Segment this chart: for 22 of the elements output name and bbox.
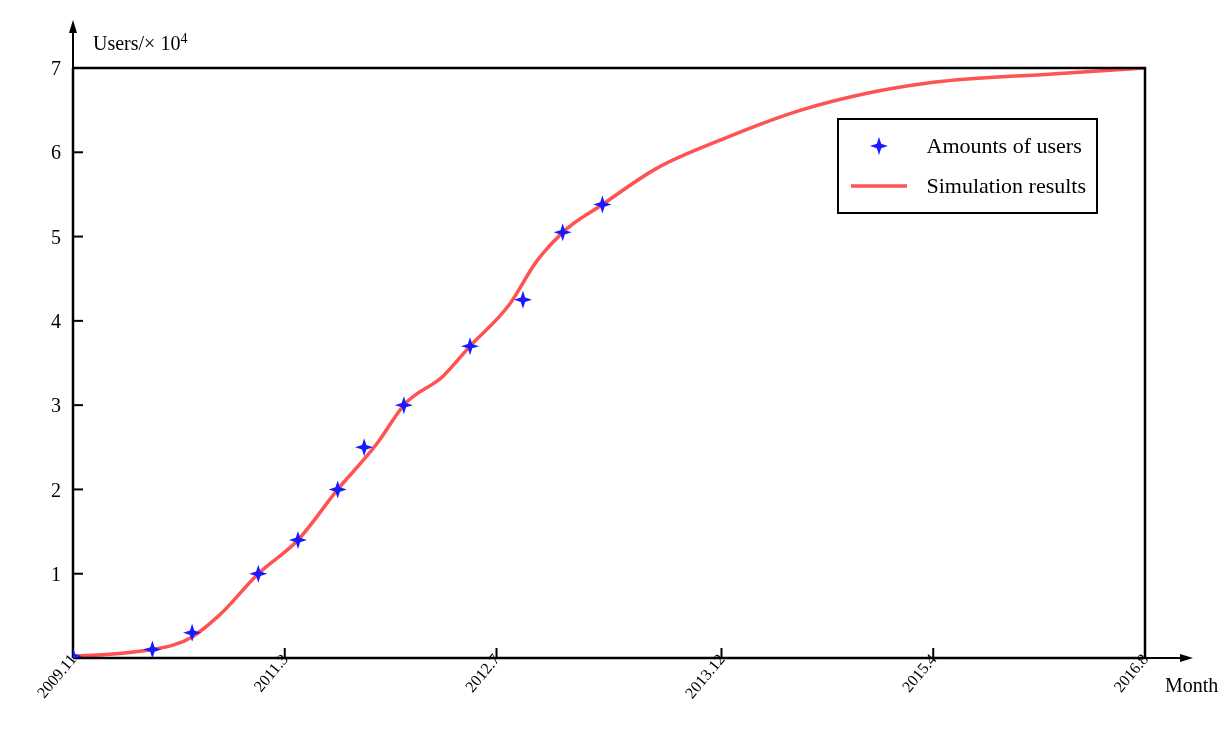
y-tick-label: 6 [51, 141, 61, 164]
y-tick-label: 3 [51, 394, 61, 417]
point [183, 623, 202, 642]
point [593, 195, 612, 214]
point [394, 396, 413, 415]
point [288, 531, 307, 549]
y-tick-label: 5 [51, 225, 61, 248]
point [355, 438, 374, 457]
x-axis-title: Month [1165, 674, 1219, 696]
legend-label: Amounts of users [926, 133, 1082, 159]
point [513, 290, 532, 309]
point [328, 480, 347, 499]
y-tick-label: 2 [51, 478, 61, 501]
legend-label: Simulation results [926, 173, 1086, 199]
point [143, 640, 162, 658]
y-tick-label: 1 [51, 562, 61, 585]
point [249, 564, 268, 583]
y-axis-title: Users/× 10$^{4}$ [93, 30, 188, 54]
y-tick-label: 4 [51, 309, 61, 332]
point [461, 337, 480, 356]
point [553, 223, 572, 242]
y-tick-label: 7 [51, 57, 61, 80]
